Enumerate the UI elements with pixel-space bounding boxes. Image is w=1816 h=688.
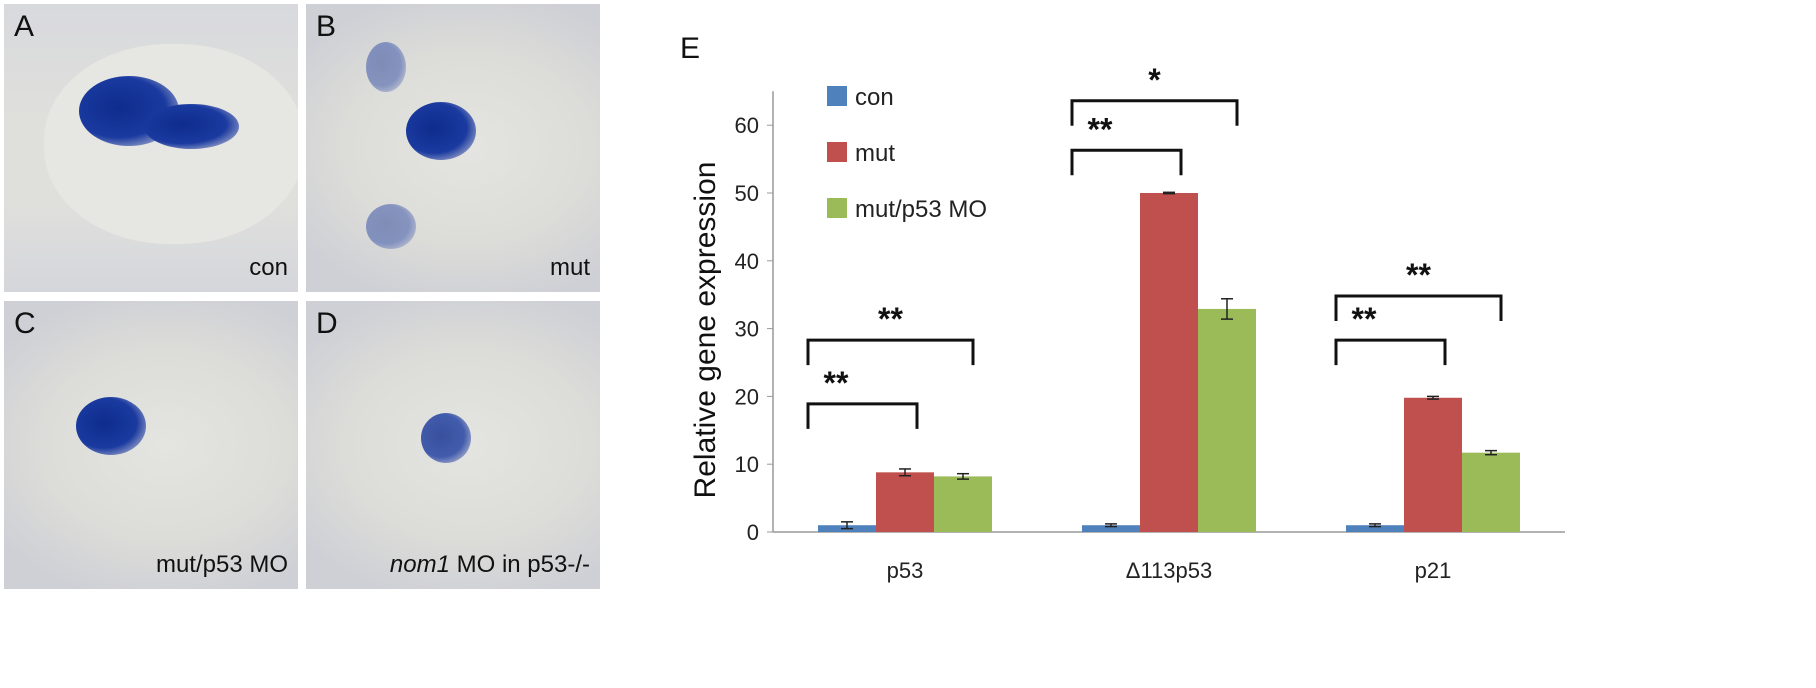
significance-bracket — [1334, 338, 1447, 366]
y-tick-label: 60 — [735, 113, 759, 138]
bar-mut-p53-mo — [1462, 452, 1520, 532]
significance-bracket — [806, 402, 919, 429]
significance-stars: ** — [1352, 301, 1377, 337]
gene-name: nom1 — [389, 551, 450, 578]
significance-bracket — [1070, 148, 1183, 176]
panel-caption: nom1 MO in p53-/- — [390, 551, 590, 579]
significance-bracket — [806, 338, 975, 366]
y-tick-label: 50 — [735, 181, 759, 206]
panel-caption: con — [249, 254, 288, 281]
bar-mut — [876, 472, 934, 532]
legend-swatch — [827, 86, 847, 106]
x-tick-label: p21 — [1415, 558, 1452, 583]
bar-con — [1082, 525, 1140, 532]
significance-bracket — [1334, 294, 1503, 322]
panel-caption: mut — [549, 254, 590, 281]
legend-label: mut/p53 MO — [855, 196, 987, 223]
panel-d-image: D nom1 MO in p53-/- — [306, 301, 600, 589]
significance-stars: ** — [878, 301, 903, 337]
panel-letter: D — [316, 307, 338, 340]
y-tick-label: 20 — [735, 384, 759, 409]
panel-c-image: C mut/p53 MO — [4, 301, 298, 589]
x-tick-label: p53 — [887, 558, 924, 583]
caption-rest: MO in p53-/- — [449, 551, 590, 578]
bar-con — [1346, 525, 1404, 532]
bar-mut-p53-mo — [1198, 308, 1256, 532]
significance-stars: ** — [1088, 111, 1113, 147]
significance-bracket — [1070, 99, 1239, 126]
panel-letter: B — [316, 10, 337, 43]
panel-letter: C — [14, 307, 36, 340]
panel-letter: A — [14, 10, 35, 43]
y-tick-label: 10 — [735, 452, 759, 477]
y-tick-label: 40 — [735, 249, 759, 274]
significance-stars: ** — [824, 365, 849, 401]
significance-stars: ** — [1406, 257, 1431, 293]
legend-label: con — [855, 84, 894, 111]
y-tick-label: 30 — [735, 317, 759, 342]
panel-a-image: A con — [4, 4, 298, 292]
panel-letter-e: E — [680, 32, 700, 65]
panel-b-image: B mut — [306, 4, 600, 292]
bar-mut — [1140, 193, 1198, 532]
legend-swatch — [827, 142, 847, 162]
significance-stars: * — [1148, 62, 1161, 98]
legend-swatch — [827, 198, 847, 218]
bar-mut — [1404, 397, 1462, 532]
bar-mut-p53-mo — [934, 476, 992, 532]
panel-caption: mut/p53 MO — [155, 551, 288, 578]
y-axis-label: Relative gene expression — [689, 162, 722, 499]
x-tick-label: Δ113p53 — [1126, 558, 1212, 583]
legend-label: mut — [855, 140, 895, 167]
y-tick-label: 0 — [747, 520, 759, 545]
